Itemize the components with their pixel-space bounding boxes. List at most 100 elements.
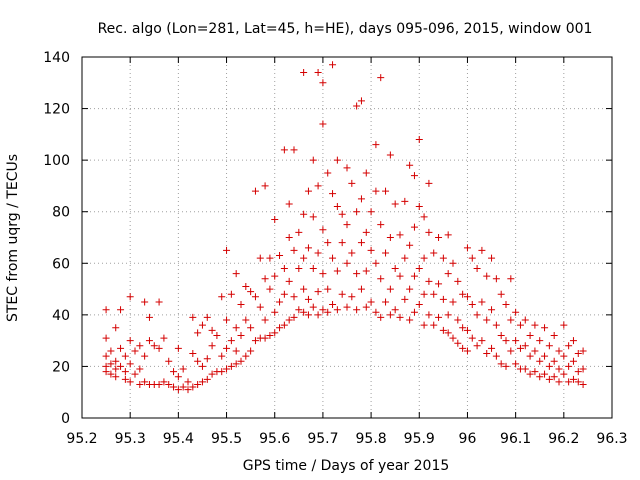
data-point bbox=[362, 169, 370, 177]
data-point bbox=[502, 337, 510, 345]
data-point bbox=[444, 329, 452, 337]
x-tick-label: 96.1 bbox=[500, 431, 531, 447]
data-point bbox=[348, 293, 356, 301]
data-point bbox=[261, 182, 269, 190]
x-tick-label: 95.2 bbox=[66, 431, 97, 447]
data-point bbox=[386, 234, 394, 241]
data-point bbox=[141, 298, 149, 306]
data-point bbox=[319, 270, 327, 278]
data-point bbox=[314, 249, 322, 257]
data-point bbox=[285, 277, 293, 285]
data-point bbox=[478, 337, 486, 345]
data-point bbox=[468, 254, 476, 262]
data-point bbox=[531, 347, 539, 355]
data-point bbox=[170, 368, 178, 376]
data-point bbox=[555, 378, 563, 386]
data-point bbox=[218, 352, 226, 360]
data-point bbox=[300, 308, 308, 316]
data-point bbox=[290, 293, 298, 301]
data-point bbox=[126, 337, 134, 345]
data-point bbox=[319, 120, 327, 128]
data-point bbox=[439, 326, 447, 334]
data-point bbox=[579, 365, 587, 373]
data-point bbox=[565, 362, 573, 370]
data-point bbox=[266, 285, 274, 293]
x-tick-label: 95.4 bbox=[163, 431, 194, 447]
x-tick-label: 95.7 bbox=[307, 431, 338, 447]
data-point bbox=[237, 357, 245, 365]
data-point bbox=[343, 303, 351, 311]
axis-ticks bbox=[81, 56, 613, 419]
data-point bbox=[415, 301, 423, 309]
data-point bbox=[208, 326, 216, 334]
data-point bbox=[261, 275, 269, 283]
data-point bbox=[521, 342, 529, 350]
data-point bbox=[569, 357, 577, 365]
data-point bbox=[131, 347, 139, 355]
data-point bbox=[333, 203, 341, 211]
y-tick-label: 20 bbox=[52, 359, 70, 375]
data-point bbox=[415, 203, 423, 211]
data-point bbox=[102, 368, 110, 376]
data-point bbox=[112, 373, 120, 381]
data-point bbox=[483, 272, 491, 280]
data-point bbox=[569, 375, 577, 383]
data-point bbox=[406, 316, 414, 324]
data-point bbox=[198, 321, 206, 329]
data-point bbox=[329, 254, 337, 262]
data-point bbox=[454, 339, 462, 347]
data-point bbox=[507, 275, 515, 283]
data-point bbox=[357, 97, 365, 105]
data-point bbox=[435, 313, 443, 321]
data-point bbox=[521, 316, 529, 324]
x-tick-label: 95.5 bbox=[211, 431, 242, 447]
data-point bbox=[382, 187, 390, 195]
data-point bbox=[141, 378, 149, 386]
data-point bbox=[463, 326, 471, 334]
data-point bbox=[367, 208, 375, 216]
data-point bbox=[410, 308, 418, 316]
data-point bbox=[545, 362, 553, 370]
data-point bbox=[415, 264, 423, 272]
data-point bbox=[333, 306, 341, 314]
data-point bbox=[488, 306, 496, 314]
data-point bbox=[271, 215, 279, 223]
plot-frame bbox=[81, 56, 613, 419]
data-point bbox=[319, 226, 327, 234]
data-point bbox=[569, 337, 577, 345]
data-point bbox=[295, 228, 303, 236]
data-point bbox=[444, 311, 452, 319]
data-point bbox=[459, 290, 467, 298]
data-point bbox=[507, 316, 515, 324]
data-point bbox=[309, 213, 317, 221]
data-point bbox=[372, 187, 380, 195]
data-point bbox=[348, 249, 356, 257]
data-point bbox=[218, 293, 226, 301]
y-tick-label: 140 bbox=[43, 50, 70, 66]
data-point bbox=[309, 303, 317, 311]
data-point bbox=[449, 259, 457, 267]
x-tick-label: 95.3 bbox=[115, 431, 146, 447]
data-point bbox=[555, 347, 563, 355]
x-tick-label: 95.6 bbox=[259, 431, 290, 447]
data-point bbox=[290, 246, 298, 254]
data-point bbox=[406, 161, 414, 169]
data-point bbox=[121, 352, 129, 360]
data-point bbox=[223, 246, 231, 254]
data-point bbox=[223, 365, 231, 373]
data-point bbox=[444, 270, 452, 278]
data-point bbox=[223, 344, 231, 352]
data-point bbox=[271, 329, 279, 337]
data-point bbox=[126, 360, 134, 368]
data-point bbox=[401, 254, 409, 262]
data-point bbox=[314, 68, 322, 76]
data-point bbox=[179, 365, 187, 373]
data-point bbox=[459, 324, 467, 332]
data-point bbox=[309, 264, 317, 272]
data-point bbox=[420, 213, 428, 221]
data-point bbox=[372, 141, 380, 149]
data-point bbox=[242, 282, 250, 290]
data-point bbox=[251, 293, 259, 301]
x-tick-label: 96.2 bbox=[548, 431, 579, 447]
